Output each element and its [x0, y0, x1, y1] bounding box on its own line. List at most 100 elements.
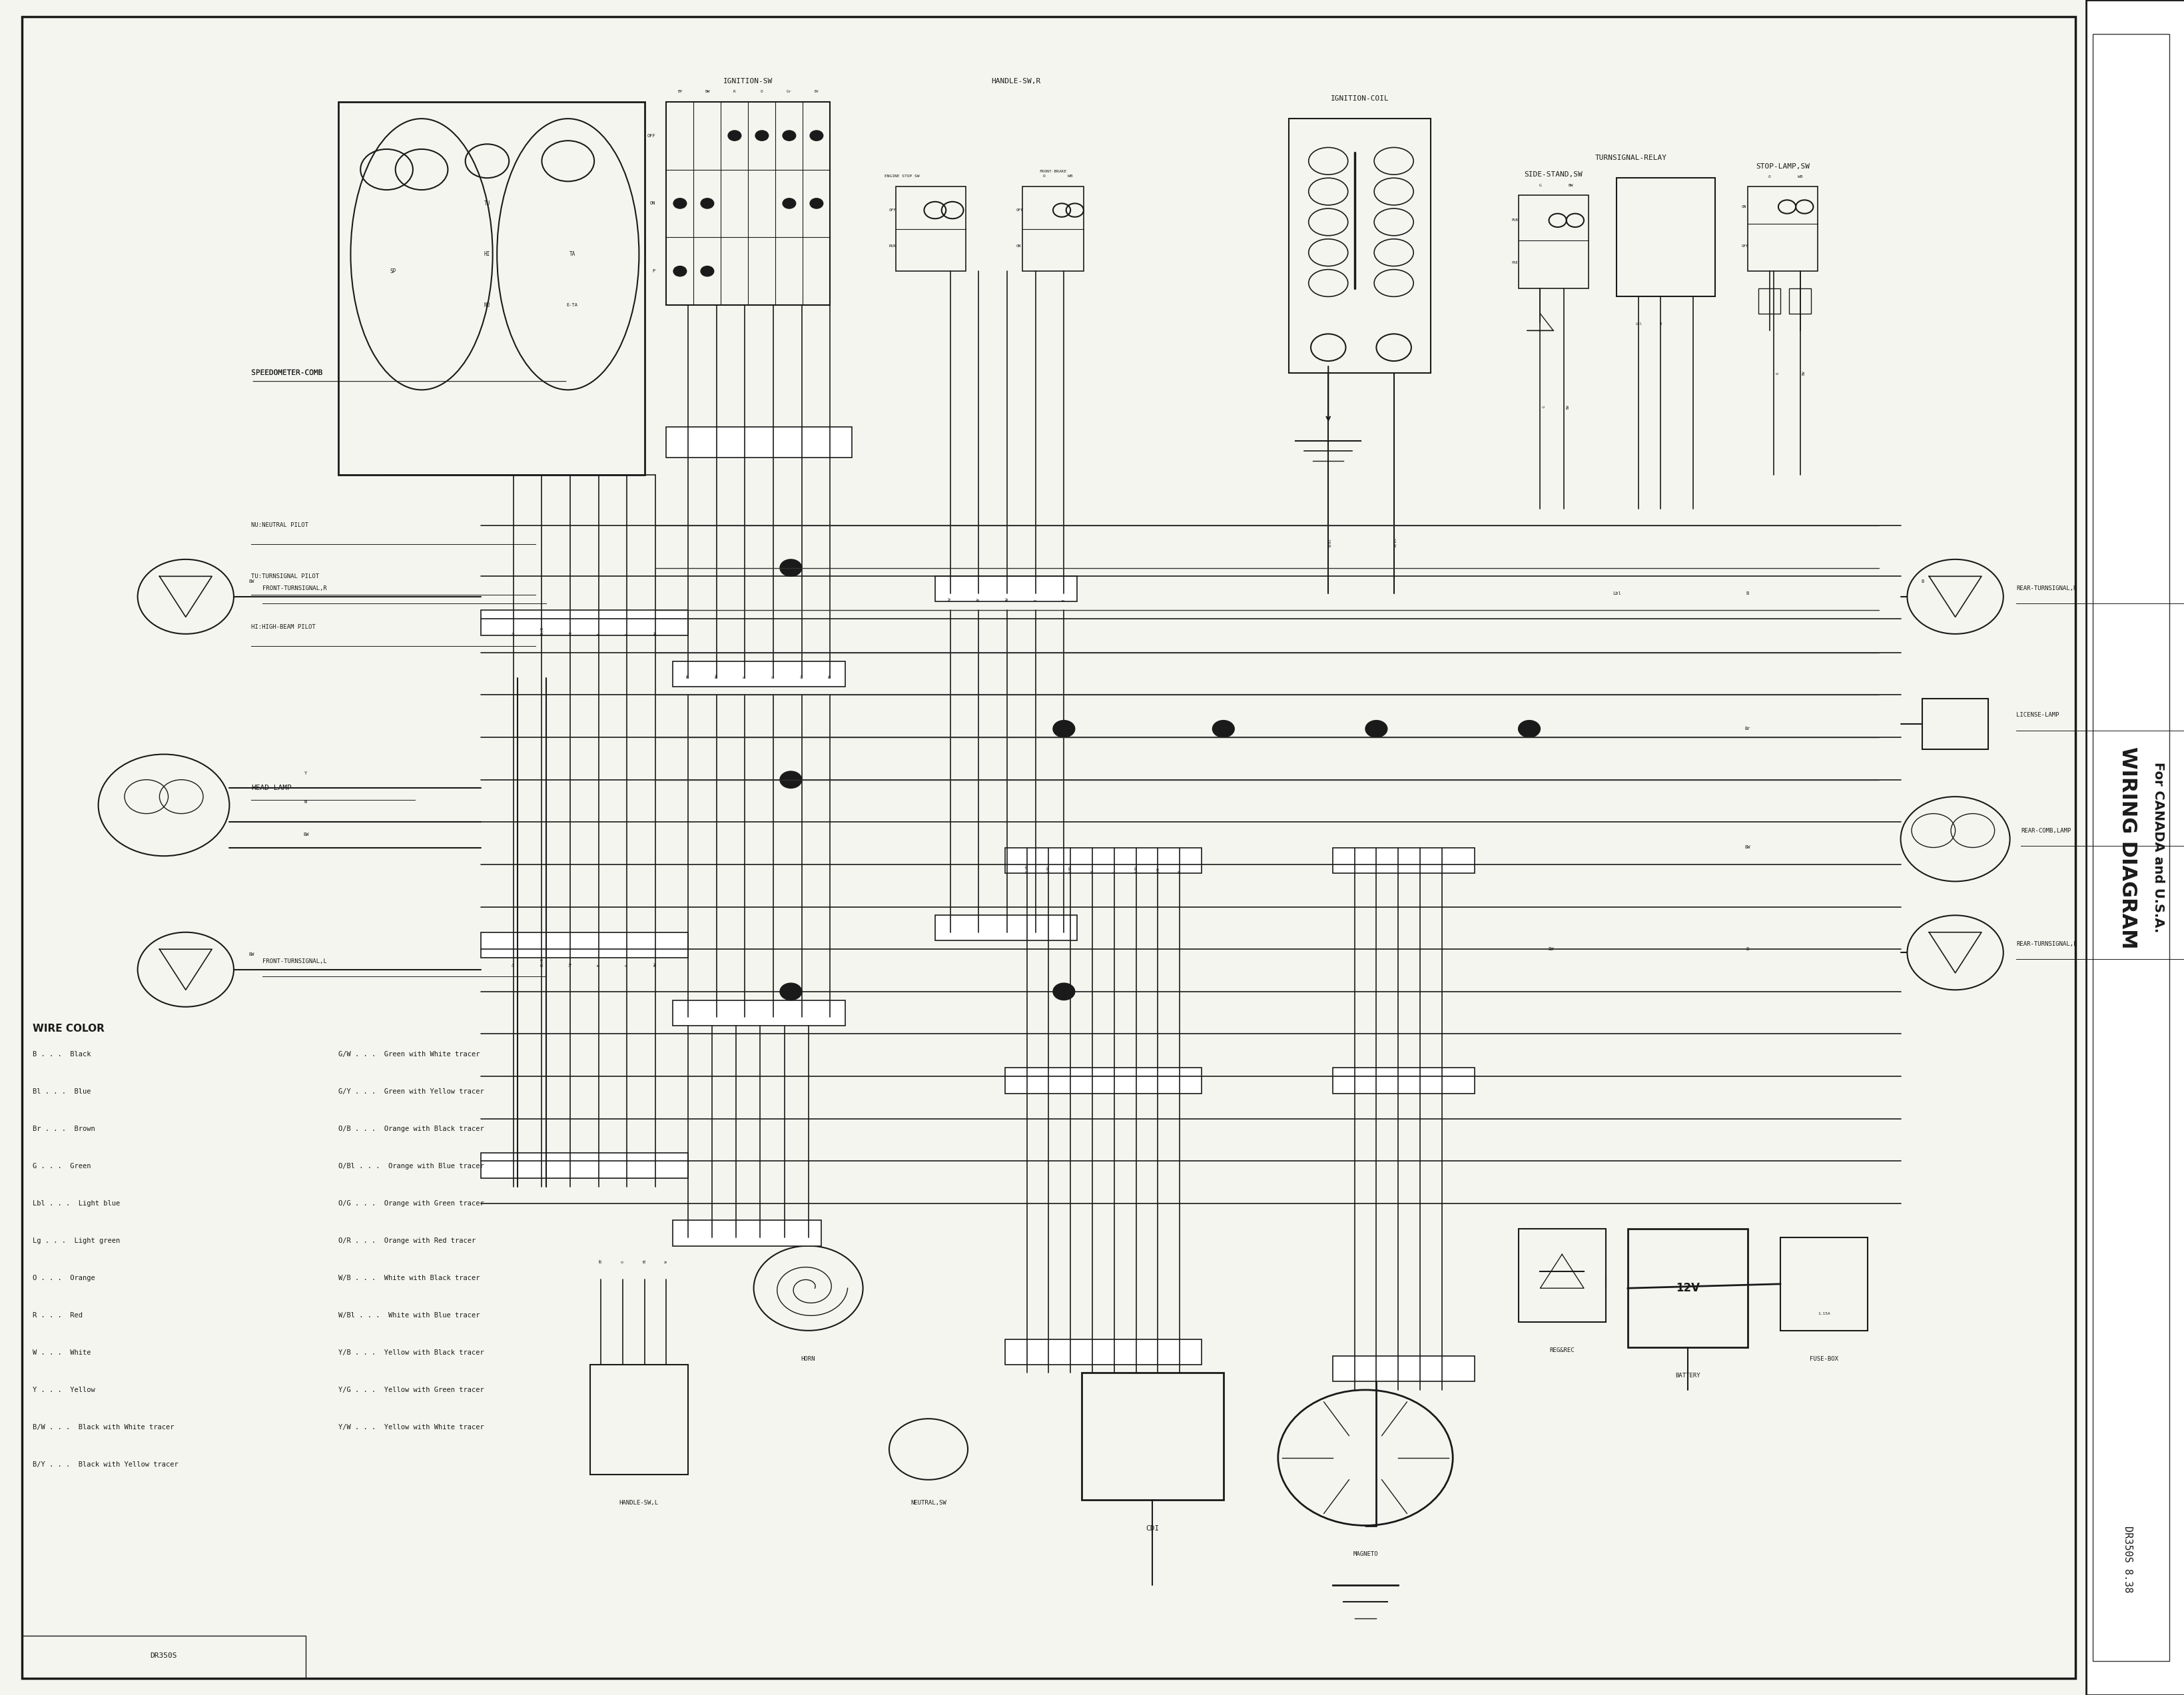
Text: Lg . . .  Light green: Lg . . . Light green	[33, 1237, 120, 1244]
Text: BW: BW	[1745, 846, 1749, 849]
Text: OFF: OFF	[1016, 208, 1022, 212]
Text: FRONT-BRAKE: FRONT-BRAKE	[1040, 170, 1066, 173]
Text: CDI: CDI	[1144, 1526, 1160, 1532]
Text: G . . .  Green: G . . . Green	[33, 1163, 92, 1170]
Bar	[895, 186, 965, 271]
Text: IGNITION-COIL: IGNITION-COIL	[1330, 95, 1389, 102]
Text: B . . .  Black: B . . . Black	[33, 1051, 92, 1058]
Text: TU:TURNSIGNAL PILOT: TU:TURNSIGNAL PILOT	[251, 573, 319, 580]
Text: B/Bl: B/Bl	[1328, 537, 1332, 547]
Text: REAR-COMB,LAMP: REAR-COMB,LAMP	[2020, 827, 2070, 834]
Bar	[1289, 119, 1431, 373]
Circle shape	[701, 266, 714, 276]
Text: Bl: Bl	[1177, 870, 1182, 873]
Bar	[590, 1364, 688, 1475]
Text: B: B	[596, 964, 601, 966]
Bar	[1005, 1068, 1201, 1093]
Text: BW: BW	[249, 953, 253, 956]
Text: BW: BW	[1568, 183, 1572, 186]
Text: Br: Br	[828, 673, 832, 678]
Circle shape	[1053, 720, 1075, 737]
Circle shape	[756, 131, 769, 141]
Text: ON: ON	[1741, 205, 1745, 208]
Text: RUN: RUN	[889, 244, 895, 247]
Text: HI: HI	[485, 251, 489, 258]
Text: REAR-TURNSIGNAL,L: REAR-TURNSIGNAL,L	[2016, 941, 2077, 948]
Text: O . . .  Orange: O . . . Orange	[33, 1275, 96, 1281]
Bar	[1616, 178, 1714, 297]
Bar	[1005, 848, 1201, 873]
Text: HEAD-LAMP: HEAD-LAMP	[251, 785, 293, 792]
Text: HI:HIGH-BEAM PILOT: HI:HIGH-BEAM PILOT	[251, 624, 314, 631]
Text: Lbl . . .  Light blue: Lbl . . . Light blue	[33, 1200, 120, 1207]
Text: FRONT-TURNSIGNAL,L: FRONT-TURNSIGNAL,L	[262, 958, 325, 964]
Text: 12V: 12V	[1675, 1281, 1699, 1295]
Circle shape	[780, 559, 802, 576]
Text: O: O	[625, 964, 629, 966]
Text: ENGINE STOP SW: ENGINE STOP SW	[885, 175, 919, 178]
Circle shape	[1365, 720, 1387, 737]
Text: BW: BW	[714, 673, 719, 678]
Circle shape	[780, 983, 802, 1000]
Text: REAR-TURNSIGNAL,R: REAR-TURNSIGNAL,R	[2016, 585, 2077, 592]
Text: TU: TU	[485, 200, 489, 207]
Bar	[2086, 0, 2184, 1695]
Text: B: B	[1061, 600, 1066, 602]
Text: MAGNETO: MAGNETO	[1352, 1551, 1378, 1558]
Text: SIDE-STAND,SW: SIDE-STAND,SW	[1524, 171, 1581, 178]
Bar	[1922, 698, 1987, 749]
Text: O/Bl . . .  Orange with Blue tracer: O/Bl . . . Orange with Blue tracer	[339, 1163, 485, 1170]
Text: P: P	[653, 270, 655, 273]
Text: G/W . . .  Green with White tracer: G/W . . . Green with White tracer	[339, 1051, 480, 1058]
Text: NU:NEUTRAL PILOT: NU:NEUTRAL PILOT	[251, 522, 308, 529]
Text: B: B	[1745, 948, 1749, 951]
Bar	[1081, 1373, 1223, 1500]
Text: W/Bl: W/Bl	[1133, 864, 1138, 873]
Text: O/R . . .  Orange with Red tracer: O/R . . . Orange with Red tracer	[339, 1237, 476, 1244]
Text: BY: BY	[677, 90, 681, 93]
Text: FRE: FRE	[1511, 261, 1518, 264]
Text: O: O	[625, 634, 629, 636]
Text: SPEEDOMETER-COMB: SPEEDOMETER-COMB	[251, 370, 323, 376]
Text: TURNSIGNAL-RELAY: TURNSIGNAL-RELAY	[1594, 154, 1666, 161]
Text: Gr: Gr	[786, 90, 791, 93]
Text: B: B	[596, 634, 601, 636]
Text: O/B . . .  Orange with Black tracer: O/B . . . Orange with Black tracer	[339, 1125, 485, 1132]
Text: NEUTRAL,SW: NEUTRAL,SW	[911, 1500, 946, 1507]
Bar	[1518, 1229, 1605, 1322]
Text: OFF: OFF	[646, 134, 655, 137]
Text: O/B: O/B	[1155, 868, 1160, 873]
Text: W/Bl . . .  White with Blue tracer: W/Bl . . . White with Blue tracer	[339, 1312, 480, 1319]
Bar	[673, 1000, 845, 1025]
Text: Lbl: Lbl	[1636, 322, 1640, 325]
Text: E-TA: E-TA	[566, 303, 579, 307]
Text: Lg: Lg	[568, 961, 572, 966]
Text: 1.15A: 1.15A	[1817, 1312, 1830, 1315]
Circle shape	[673, 198, 686, 208]
Text: BW: BW	[1548, 948, 1553, 951]
Text: O: O	[1042, 175, 1046, 178]
Text: W: W	[304, 800, 308, 803]
Circle shape	[727, 131, 740, 141]
Text: BW: BW	[1802, 371, 1806, 375]
Bar	[1022, 186, 1083, 271]
Bar	[480, 1153, 688, 1178]
Bar	[1518, 195, 1588, 288]
Text: WIRING DIAGRAM: WIRING DIAGRAM	[2118, 746, 2136, 949]
Bar	[1627, 1229, 1747, 1348]
Text: Br . . .  Brown: Br . . . Brown	[33, 1125, 96, 1132]
Text: BW: BW	[249, 580, 253, 583]
Text: R . . .  Red: R . . . Red	[33, 1312, 83, 1319]
Bar	[666, 102, 830, 305]
Text: Y/G . . .  Yellow with Green tracer: Y/G . . . Yellow with Green tracer	[339, 1387, 485, 1393]
Bar	[1005, 1339, 1201, 1364]
Text: R: R	[734, 90, 736, 93]
Text: WB: WB	[1068, 175, 1072, 178]
Text: W/Bl: W/Bl	[1046, 864, 1051, 873]
Bar	[935, 915, 1077, 941]
Text: Y: Y	[304, 771, 308, 775]
Bar	[480, 932, 688, 958]
Text: B/W . . .  Black with White tracer: B/W . . . Black with White tracer	[33, 1424, 175, 1431]
Text: ON: ON	[649, 202, 655, 205]
Bar	[1332, 1356, 1474, 1381]
